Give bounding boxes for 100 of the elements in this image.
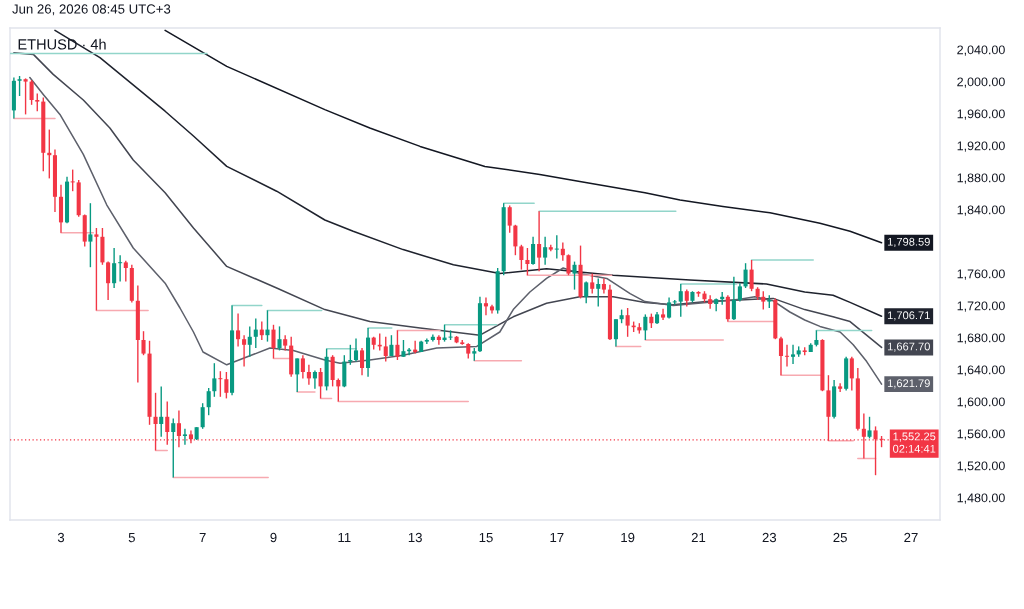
candlestick bbox=[590, 272, 595, 295]
candlestick bbox=[141, 330, 146, 356]
candlestick bbox=[731, 276, 736, 321]
candlestick bbox=[330, 354, 335, 388]
candlestick bbox=[200, 402, 205, 430]
candlestick bbox=[295, 357, 300, 393]
candlestick bbox=[867, 416, 872, 440]
y-tick-label: 1,760.00 bbox=[957, 269, 1005, 280]
candlestick bbox=[236, 312, 241, 348]
candlestick bbox=[778, 336, 784, 376]
x-tick-label: 13 bbox=[408, 532, 422, 543]
candlestick bbox=[300, 354, 305, 380]
annotation: 1,706.71 bbox=[887, 311, 930, 321]
x-tick-label: 5 bbox=[128, 532, 135, 543]
candlestick bbox=[265, 309, 270, 343]
candlestick bbox=[118, 254, 123, 283]
candlestick bbox=[171, 417, 176, 479]
candlestick bbox=[513, 224, 518, 256]
candlestick bbox=[790, 344, 796, 365]
x-tick-label: 21 bbox=[691, 532, 706, 543]
candlestick bbox=[543, 236, 548, 266]
x-tick-label: 19 bbox=[621, 532, 635, 543]
ref-line-label: 1,552.25 02:14:41 bbox=[893, 432, 936, 453]
candlestick bbox=[212, 362, 217, 398]
candlestick bbox=[112, 247, 117, 289]
x-tick-label: 11 bbox=[338, 532, 351, 543]
candlestick bbox=[306, 364, 311, 386]
candlestick bbox=[572, 260, 577, 291]
candlestick bbox=[218, 370, 223, 398]
candlestick bbox=[725, 294, 730, 323]
candlestick bbox=[318, 367, 323, 400]
candlestick bbox=[601, 277, 606, 295]
candlestick bbox=[88, 202, 93, 268]
x-tick-label: 9 bbox=[270, 532, 277, 543]
candlestick bbox=[424, 337, 429, 345]
candlestick bbox=[761, 290, 766, 311]
candlestick bbox=[94, 227, 99, 312]
candlestick bbox=[395, 329, 400, 361]
candlestick bbox=[708, 294, 713, 310]
candlestick bbox=[247, 325, 252, 358]
y-tick-label: 1,960.00 bbox=[957, 109, 1005, 120]
candlestick bbox=[436, 334, 441, 346]
x-tick-label: 15 bbox=[479, 532, 493, 543]
y-tick-label: 1,640.00 bbox=[957, 365, 1005, 376]
candlestick bbox=[749, 259, 754, 292]
candlestick bbox=[784, 344, 790, 368]
annotation: 1,798.59 bbox=[887, 237, 930, 248]
candlestick bbox=[678, 283, 683, 318]
annotation: 1,621.79 bbox=[887, 379, 930, 389]
candlestick bbox=[271, 324, 276, 360]
y-tick-label: 1,600.00 bbox=[957, 397, 1005, 408]
candlestick bbox=[224, 371, 229, 400]
candlestick bbox=[353, 337, 359, 363]
candlestick bbox=[70, 168, 75, 192]
x-tick-label: 23 bbox=[762, 532, 777, 543]
x-tick-label: 25 bbox=[833, 532, 847, 543]
candlestick bbox=[430, 333, 435, 343]
candlestick bbox=[336, 377, 341, 403]
text: ETHUSD · 4h bbox=[18, 38, 106, 50]
candlestick bbox=[625, 307, 630, 338]
candlestick bbox=[838, 382, 843, 393]
y-tick-label: 1,480.00 bbox=[957, 493, 1005, 504]
candlestick bbox=[253, 317, 258, 349]
y-tick-label: 1,840.00 bbox=[957, 205, 1005, 216]
candlestick bbox=[17, 75, 22, 97]
candlestick bbox=[242, 334, 247, 368]
y-tick-label: 1,520.00 bbox=[957, 461, 1005, 472]
x-tick-label: 7 bbox=[199, 532, 206, 543]
candlestick bbox=[537, 210, 542, 272]
candlestick bbox=[849, 356, 854, 392]
candlestick bbox=[525, 247, 530, 276]
line-series bbox=[13, 52, 883, 349]
candlestick bbox=[277, 325, 282, 352]
x-tick-label: 27 bbox=[904, 532, 918, 543]
y-tick-label: 1,920.00 bbox=[957, 141, 1005, 152]
candlestick bbox=[206, 387, 211, 416]
annotation: 1,667.70 bbox=[887, 342, 930, 352]
x-tick-label: 3 bbox=[57, 532, 65, 543]
y-tick-label: 2,040.00 bbox=[957, 45, 1005, 56]
y-tick-label: 1,560.00 bbox=[957, 429, 1005, 440]
candlestick bbox=[159, 385, 164, 438]
candlestick bbox=[554, 234, 559, 260]
candlestick bbox=[23, 77, 28, 116]
text: Jun 26, 2026 08:45 UTC+3 bbox=[12, 4, 171, 16]
x-tick-label: 17 bbox=[550, 532, 564, 543]
y-tick-label: 1,720.00 bbox=[957, 301, 1005, 312]
candlestick bbox=[737, 282, 742, 303]
candlestick bbox=[182, 428, 187, 446]
y-tick-label: 1,680.00 bbox=[957, 333, 1005, 344]
line-series bbox=[164, 29, 883, 244]
candlestick bbox=[106, 260, 111, 301]
candlestick bbox=[348, 344, 353, 366]
candlestick bbox=[312, 369, 317, 390]
candlestick bbox=[743, 262, 748, 289]
candlestick bbox=[566, 253, 571, 276]
candlestick bbox=[359, 347, 365, 376]
candlestick bbox=[643, 313, 648, 341]
candlestick bbox=[483, 296, 489, 316]
candlestick bbox=[383, 336, 388, 363]
candlestick bbox=[560, 241, 565, 262]
